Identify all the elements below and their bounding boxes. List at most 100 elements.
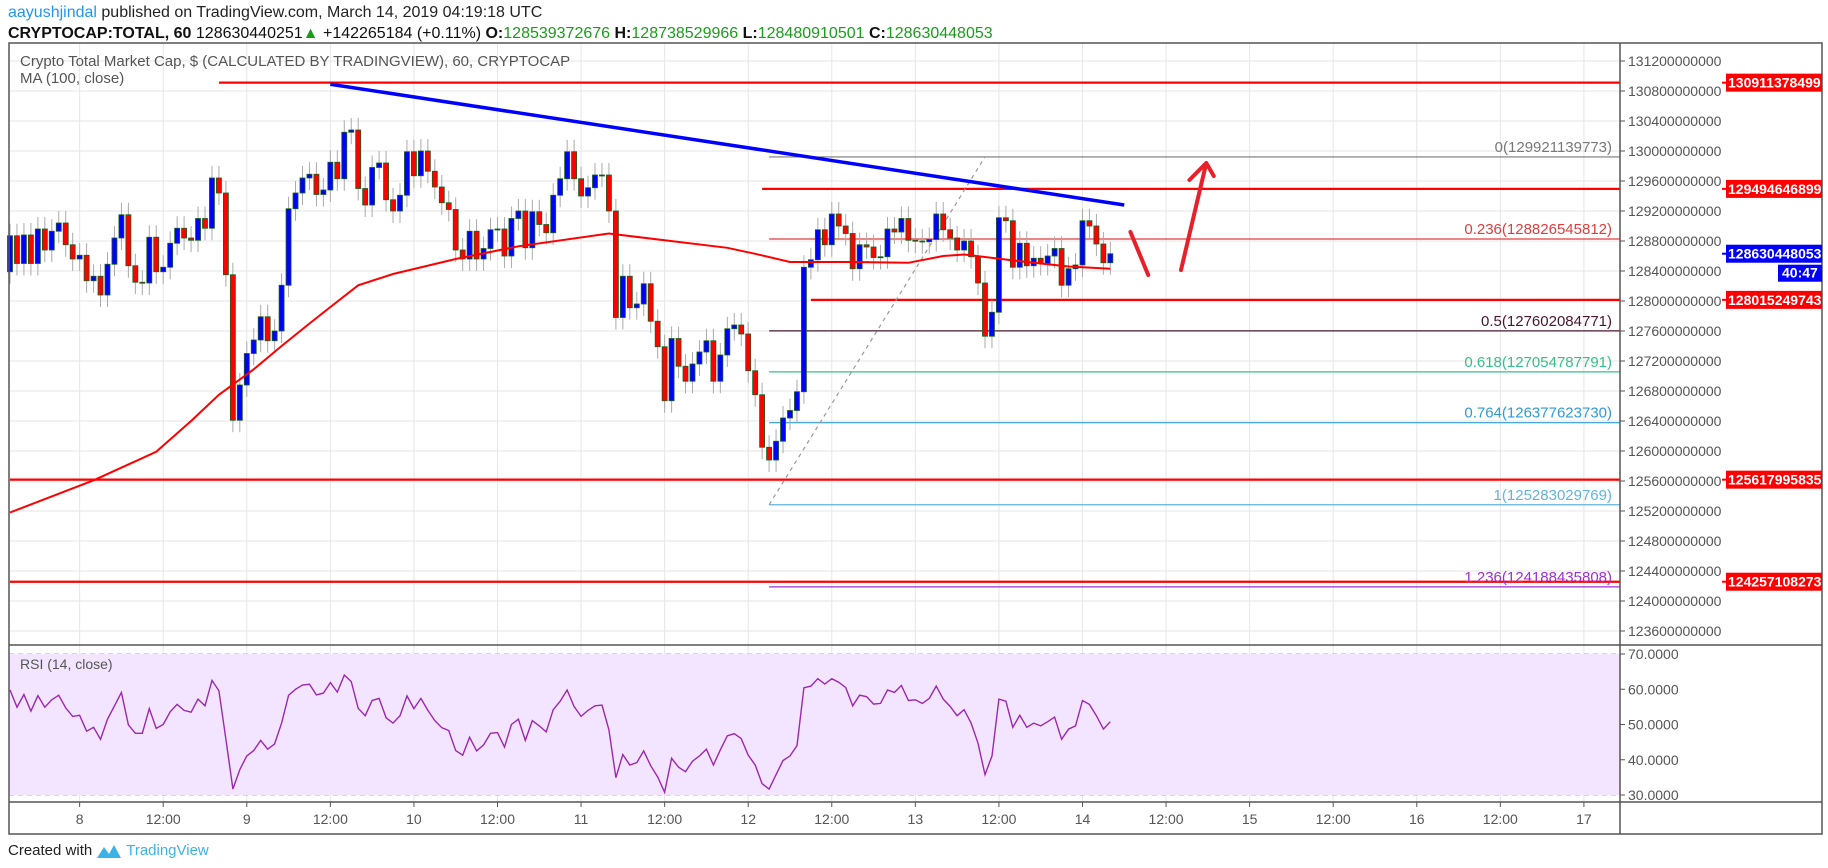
candle	[1079, 208, 1086, 277]
price-tick-label: 128000000000	[1628, 293, 1722, 309]
candle	[83, 243, 90, 293]
candle-body	[724, 328, 731, 356]
candle-body	[383, 162, 389, 201]
rsi-tick-label: 70.0000	[1628, 646, 1679, 662]
price-axis[interactable]: 131200000000 130800000000 130400000000 1300…	[1620, 53, 1722, 639]
candle-body	[417, 150, 424, 177]
candle	[1093, 214, 1100, 256]
candle-body	[891, 228, 898, 233]
candle	[285, 196, 292, 298]
close-value: 128630448053	[885, 25, 993, 42]
candle-body	[390, 199, 396, 212]
candle	[891, 217, 898, 244]
candle-body	[76, 254, 83, 260]
candle	[661, 334, 668, 413]
candle-body	[195, 218, 201, 241]
ma-legend: MA (100, close)	[20, 70, 124, 87]
ticker-line: CRYPTOCAP:TOTAL, 60 128630440251▲ +14226…	[8, 25, 993, 43]
candle	[438, 175, 445, 215]
candle	[668, 326, 675, 413]
candle	[1023, 231, 1030, 278]
fib-level-label: 0.236(128826545812)	[1464, 221, 1612, 238]
candle	[592, 163, 598, 200]
horizontal-levels[interactable]	[10, 81, 1620, 583]
fib-level-label: 1(125283029769)	[1494, 487, 1612, 504]
candle	[494, 217, 501, 242]
candle	[578, 166, 584, 208]
time-tick-label: 10	[406, 811, 422, 827]
candle-body	[633, 303, 640, 309]
candle-body	[14, 235, 20, 264]
candle	[766, 435, 772, 472]
candle-body	[773, 440, 779, 461]
candle-body	[411, 151, 417, 177]
candle	[431, 159, 438, 199]
candle	[633, 292, 640, 320]
price-tick-label: 127600000000	[1628, 323, 1722, 339]
candle-body	[1093, 225, 1100, 245]
fib-level-label: 0.618(127054787791)	[1464, 354, 1612, 371]
candle-body	[202, 218, 208, 229]
candle	[369, 155, 376, 217]
candle-body	[989, 311, 995, 337]
candle	[912, 228, 919, 253]
candle-body	[1016, 242, 1023, 268]
candle-body	[34, 228, 41, 264]
candles	[7, 118, 1114, 472]
trendline[interactable]	[330, 82, 1125, 207]
candle-body	[1100, 243, 1107, 264]
candle-body	[48, 230, 55, 251]
ma-line	[9, 232, 1111, 514]
candle-body	[640, 283, 647, 305]
candle-body	[473, 230, 480, 260]
candle-body	[327, 161, 334, 191]
candle	[334, 150, 341, 191]
time-tick-label: 12:00	[647, 811, 682, 827]
tradingview-link[interactable]: TradingView	[126, 842, 209, 859]
candle	[34, 217, 41, 276]
candle	[807, 247, 814, 280]
footer: Created with TradingView	[8, 842, 209, 859]
level-price-badge-label: 130911378499	[1728, 75, 1821, 91]
candle-body	[299, 177, 306, 194]
candle-body	[592, 174, 598, 189]
candle	[564, 139, 571, 191]
candle	[118, 202, 125, 250]
candle	[292, 181, 299, 221]
time-tick-label: 12:00	[313, 811, 348, 827]
rsi-axis[interactable]: 70.0000 60.0000 50.0000 40.0000 30.0000	[1620, 646, 1679, 803]
candle-body	[487, 229, 494, 249]
candle-body	[522, 210, 529, 249]
low-label: L:	[742, 25, 758, 42]
candle-body	[7, 235, 13, 273]
candle	[153, 225, 160, 284]
tradingview-logo-icon[interactable]	[96, 843, 122, 859]
candle-body	[397, 194, 403, 212]
price-tick-label: 124000000000	[1628, 593, 1722, 609]
candle	[76, 243, 83, 271]
price-tick-label: 126400000000	[1628, 413, 1722, 429]
candle-body	[376, 162, 383, 168]
candle	[557, 166, 564, 208]
candle-body	[69, 244, 76, 260]
candle	[675, 326, 682, 379]
time-axis[interactable]: 8 12:00 9 12:00 10 12:00 11 12:00 12 12:00 13 12:00…	[76, 802, 1592, 827]
candle-body	[982, 282, 988, 337]
candle-body	[661, 346, 668, 402]
price-tick-label: 126800000000	[1628, 383, 1722, 399]
candle-body	[257, 316, 264, 341]
candle	[355, 118, 362, 201]
candle-body	[536, 211, 543, 225]
candle-body	[794, 391, 800, 411]
candle-body	[452, 209, 459, 251]
candle	[216, 166, 222, 205]
candle-body	[612, 210, 619, 318]
candle	[1009, 208, 1016, 280]
candle	[870, 235, 877, 270]
candle	[424, 139, 431, 184]
candle-body	[1086, 220, 1093, 227]
candle	[947, 217, 954, 250]
price-tick-label: 125200000000	[1628, 503, 1722, 519]
author-link[interactable]: aayushjindal	[8, 4, 97, 21]
